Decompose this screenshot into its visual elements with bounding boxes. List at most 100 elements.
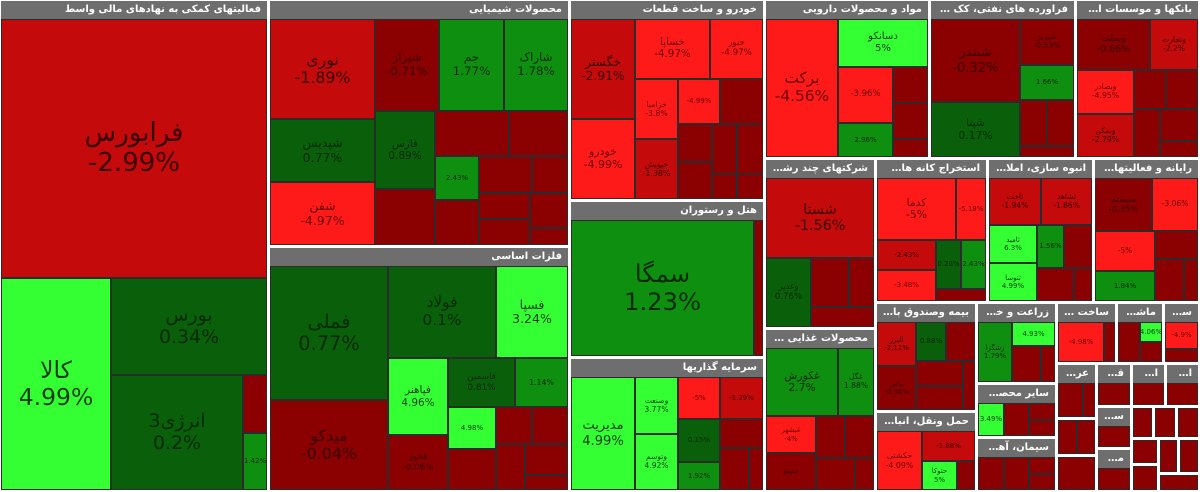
stock-tile[interactable]: وغدیر 0.76% [766,258,811,327]
stock-tile[interactable]: فسپا 3.24% [496,266,568,358]
stock-tile[interactable]: خودرو -4.99% [571,119,635,199]
stock-tile[interactable]: خپویش -1.38% [635,139,678,199]
stock-tile[interactable] [448,449,496,490]
sector-header[interactable]: ساخت دستگاهها [1058,304,1115,322]
stock-tile[interactable]: ثشاهد -1.86% [1041,178,1092,225]
stock-tile[interactable] [1180,440,1198,472]
stock-tile[interactable]: نوری -1.89% [270,19,375,119]
stock-tile[interactable]: -5.18% [956,178,986,240]
stock-tile[interactable] [1133,408,1152,437]
stock-tile[interactable] [1098,468,1130,490]
stock-tile[interactable] [243,375,267,433]
sector-header[interactable]: رایانه و فعالیتهای وابسته [1095,160,1198,178]
sector-header[interactable]: فراورده های نفتی، کک و سوخت [931,1,1074,19]
stock-tile[interactable]: وبمکن -2.79% [1077,114,1134,157]
stock-tile[interactable] [946,322,975,361]
stock-tile[interactable] [1058,383,1083,417]
sector-header[interactable]: فعالیتهای کمکی به نهادهای مالی واسط [1,1,267,19]
stock-tile[interactable] [525,444,568,475]
stock-tile[interactable]: خگستر -2.91% [571,19,635,119]
stock-tile[interactable]: غمینو [766,453,816,490]
stock-tile[interactable] [435,111,509,156]
stock-tile[interactable] [1064,225,1092,268]
stock-tile[interactable] [1020,100,1047,146]
sector-header[interactable]: اطلاعات [1133,365,1164,383]
stock-tile[interactable]: غبشهر -4% [766,416,816,453]
stock-tile[interactable]: سمگا 1.23% [571,220,754,356]
stock-tile[interactable] [1160,141,1198,157]
stock-tile[interactable]: غگل 1.88% [838,348,874,416]
stock-tile[interactable] [963,361,975,410]
stock-tile[interactable] [1037,268,1074,301]
stock-tile[interactable] [811,258,849,307]
stock-tile[interactable] [435,200,479,245]
stock-tile[interactable] [816,458,855,490]
stock-tile[interactable]: برکت -4.56% [766,19,838,157]
stock-tile[interactable]: وتجارت -2.2% [1150,19,1198,70]
sector-header[interactable]: انبوه سازی، املاک و مستغلات [989,160,1092,178]
stock-tile[interactable]: دسانکو 5% [838,19,928,67]
stock-tile[interactable]: شپدیس 0.77% [270,119,375,182]
stock-tile[interactable]: میدکو -0.04% [270,400,388,490]
stock-tile[interactable]: کدما -5% [877,178,956,240]
sector-header[interactable]: ماشین آلات [1118,304,1162,322]
stock-tile[interactable] [1118,322,1140,362]
stock-tile[interactable] [479,219,530,245]
stock-tile[interactable]: البرز -2.11% [877,322,916,366]
stock-tile[interactable] [496,407,532,444]
stock-tile[interactable] [1155,408,1175,437]
stock-tile[interactable]: 1.66% [1020,65,1074,100]
stock-tile[interactable]: 1.84% [1095,271,1155,301]
stock-tile[interactable]: انرژی3 0.2% [111,375,243,490]
sector-header[interactable]: فلزات اساسی [270,248,568,266]
stock-tile[interactable]: شبندر -0.32% [931,19,1020,102]
stock-tile[interactable]: فاسمین 0.81% [448,358,515,407]
stock-tile[interactable]: خنور -4.97% [710,19,763,79]
stock-tile[interactable] [737,174,763,199]
stock-tile[interactable] [1165,349,1198,362]
sector-header[interactable]: سیمان، آهک و گچ [978,439,1055,457]
stock-tile[interactable] [375,189,435,245]
stock-tile[interactable]: 2.43% [435,156,479,200]
stock-tile[interactable]: 4.98% [448,407,496,449]
stock-tile[interactable] [957,461,975,490]
stock-tile[interactable]: 4.93% [1012,322,1055,346]
sector-header[interactable]: بیمه وصندوق بازنشستگی [877,304,975,322]
stock-tile[interactable] [479,156,532,193]
stock-tile[interactable] [1029,457,1055,474]
stock-tile[interactable] [893,67,928,103]
stock-tile[interactable]: -3.06% [1152,178,1198,231]
stock-tile[interactable] [1178,408,1198,437]
stock-tile[interactable] [845,416,874,458]
stock-tile[interactable]: -2.43% [877,240,936,270]
stock-tile[interactable] [1004,457,1029,490]
stock-tile[interactable]: 0.26% [936,240,961,289]
stock-tile[interactable] [811,307,874,327]
stock-tile[interactable] [1155,259,1184,301]
stock-tile[interactable]: -4.99% [678,79,720,124]
stock-tile[interactable] [530,228,568,245]
stock-tile[interactable]: حتوکا 5% [922,461,957,490]
sector-header[interactable]: زراعت و خدمات وابسته [978,304,1055,322]
stock-tile[interactable]: حکشتی -4.09% [877,431,922,490]
sector-header[interactable]: خودرو و ساخت قطعات [571,1,763,19]
stock-tile[interactable]: وبملت -0.66% [1077,19,1150,70]
stock-tile[interactable] [1184,259,1198,301]
stock-tile[interactable] [1098,426,1130,447]
stock-tile[interactable]: فملی 0.77% [270,266,388,400]
stock-tile[interactable] [855,458,874,490]
stock-tile[interactable] [1160,475,1198,490]
stock-tile[interactable]: وتوسم 4.92% [635,434,678,490]
stock-tile[interactable] [1155,231,1198,259]
stock-tile[interactable] [1104,322,1115,362]
sector-header[interactable]: محصولات شیمیایی [270,1,568,19]
stock-tile[interactable]: جم 1.77% [439,19,504,111]
stock-tile[interactable]: 1.42% [243,433,267,490]
stock-tile[interactable]: شستا -1.56% [766,178,874,258]
stock-tile[interactable]: -3.48% [877,270,936,301]
stock-tile[interactable]: ثنوسا 4.99% [989,263,1037,301]
stock-tile[interactable]: فارس 0.89% [375,111,435,189]
stock-tile[interactable]: -1.29% [720,377,763,419]
sector-header[interactable]: حمل ونقل، انبارداری [877,413,975,431]
stock-tile[interactable]: 4.06% [1140,322,1162,342]
